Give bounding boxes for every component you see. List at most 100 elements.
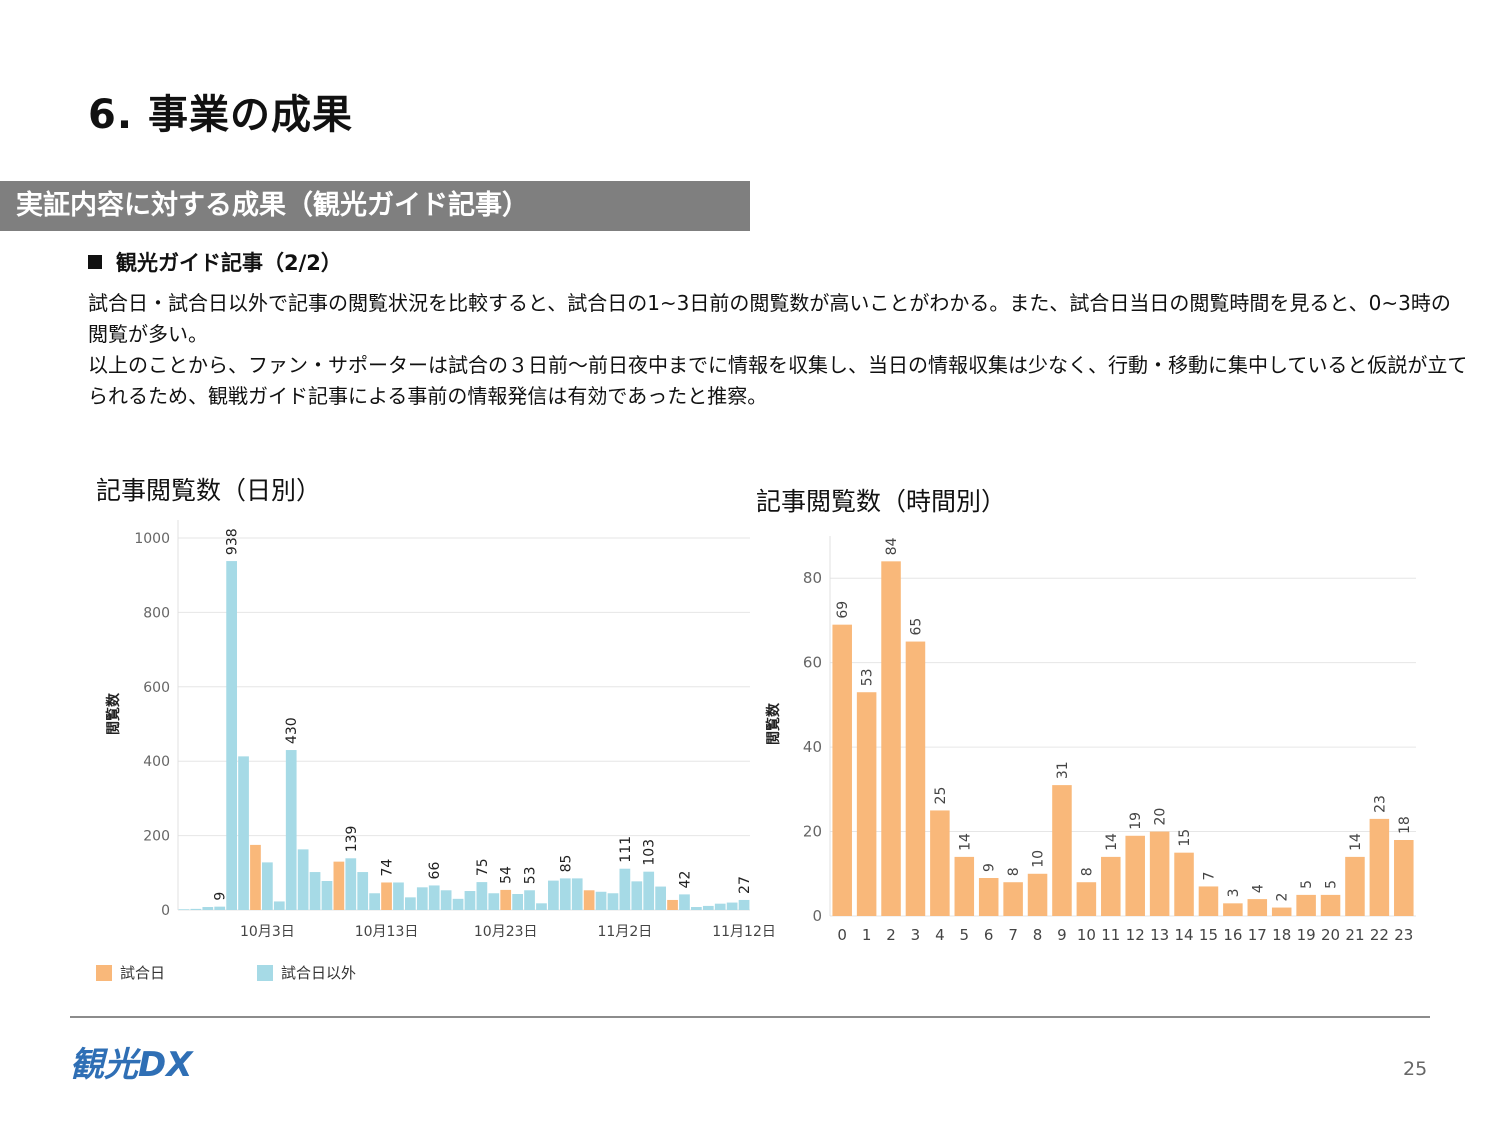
legend-match-swatch — [96, 964, 112, 981]
hourly-x-tick-label: 9 — [1057, 926, 1067, 944]
body-text: 試合日・試合日以外で記事の閲覧状況を比較すると、試合日の1~3日前の閲覧数が高い… — [88, 288, 1468, 412]
daily-data-label: 27 — [737, 876, 753, 894]
subheading: 観光ガイド記事（2/2） — [88, 247, 342, 277]
hourly-x-tick-label: 13 — [1150, 926, 1169, 944]
daily-bar — [238, 756, 249, 910]
daily-bar — [250, 844, 261, 910]
daily-bar — [595, 891, 607, 910]
daily-bar — [405, 897, 416, 910]
daily-bar — [393, 882, 404, 910]
daily-bar — [428, 885, 440, 910]
hourly-bar — [1003, 882, 1023, 916]
hourly-bar — [905, 641, 926, 916]
daily-bar — [500, 889, 512, 910]
body-paragraph: 以上のことから、ファン・サポーターは試合の３日前～前日夜中までに情報を収集し、当… — [88, 353, 1468, 408]
daily-bar — [536, 903, 547, 910]
hourly-bar — [1149, 831, 1170, 916]
daily-x-tick-label: 10月13日 — [355, 924, 419, 940]
daily-data-label: 430 — [284, 717, 300, 744]
daily-bar — [262, 862, 273, 910]
hourly-bar — [954, 856, 975, 916]
daily-y-tick-label: 400 — [143, 754, 170, 770]
hourly-bar — [1198, 886, 1219, 916]
hourly-x-tick-label: 5 — [960, 926, 970, 944]
daily-data-label: 111 — [618, 836, 634, 863]
hourly-y-tick-label: 80 — [803, 569, 822, 587]
hourly-bar — [1174, 852, 1194, 916]
hourly-x-tick-label: 22 — [1370, 926, 1389, 944]
daily-bar — [381, 882, 392, 910]
daily-bar — [190, 908, 202, 910]
hourly-data-label: 69 — [835, 601, 851, 619]
hourly-x-tick-label: 20 — [1321, 926, 1340, 944]
hourly-x-tick-label: 10 — [1077, 926, 1096, 944]
hourly-bar — [1271, 907, 1292, 916]
daily-bar — [619, 868, 631, 910]
daily-bar — [321, 880, 333, 910]
daily-data-label: 74 — [380, 859, 396, 877]
daily-bar — [559, 878, 571, 910]
daily-bar — [333, 861, 345, 910]
hourly-y-tick-label: 0 — [812, 907, 822, 925]
hourly-bar — [1320, 894, 1341, 916]
daily-bar — [583, 890, 595, 910]
hourly-x-tick-label: 17 — [1248, 926, 1267, 944]
hourly-data-label: 65 — [908, 618, 924, 636]
logo-text: 観光DX — [70, 1045, 194, 1085]
hourly-data-label: 9 — [982, 863, 998, 872]
daily-data-label: 75 — [475, 858, 491, 876]
daily-bar — [488, 893, 500, 910]
daily-bar — [285, 750, 297, 910]
hourly-data-label: 5 — [1299, 880, 1315, 889]
hourly-bar — [881, 561, 901, 916]
daily-bar — [214, 906, 226, 910]
hourly-bar — [1369, 818, 1390, 916]
daily-data-label: 139 — [344, 826, 360, 853]
daily-bar — [643, 871, 655, 910]
hourly-x-tick-label: 23 — [1394, 926, 1413, 944]
hourly-x-tick-label: 1 — [862, 926, 872, 944]
hourly-data-label: 18 — [1397, 816, 1413, 834]
daily-bar — [357, 872, 369, 910]
hourly-bar — [1076, 882, 1097, 916]
hourly-data-label: 31 — [1055, 761, 1071, 779]
hourly-x-tick-label: 0 — [837, 926, 847, 944]
kanko-dx-logo: 観光DX — [70, 1045, 194, 1085]
daily-chart-title: 記事閲覧数（日別） — [96, 476, 322, 505]
hourly-data-label: 14 — [957, 833, 973, 851]
daily-bar — [726, 902, 738, 910]
daily-bar — [476, 882, 488, 910]
daily-data-label: 42 — [677, 871, 693, 889]
hourly-y-tick-label: 40 — [803, 738, 822, 756]
square-bullet-icon — [88, 255, 102, 269]
daily-bar — [738, 899, 750, 910]
daily-bar — [679, 894, 690, 910]
daily-data-label: 66 — [427, 862, 443, 880]
daily-bar — [452, 898, 464, 910]
hourly-x-tick-label: 4 — [935, 926, 945, 944]
hourly-x-tick-label: 14 — [1174, 926, 1193, 944]
daily-bar — [524, 890, 535, 910]
hourly-data-label: 15 — [1177, 829, 1193, 847]
hourly-x-tick-label: 8 — [1033, 926, 1043, 944]
daily-bar — [345, 858, 357, 910]
daily-y-axis-label: 閲覧数 — [105, 692, 122, 735]
hourly-data-label: 23 — [1372, 795, 1388, 813]
hourly-data-label: 19 — [1128, 812, 1144, 830]
daily-bar — [226, 561, 237, 910]
hourly-bar — [1394, 840, 1414, 916]
daily-y-tick-label: 1000 — [134, 531, 170, 547]
legend-match: 試合日 — [96, 962, 165, 983]
daily-bar — [631, 881, 643, 910]
hourly-y-axis-label: 閲覧数 — [765, 702, 782, 745]
daily-bar — [369, 893, 380, 910]
daily-bar — [309, 872, 321, 910]
hourly-data-label: 53 — [860, 668, 876, 686]
hourly-y-tick-label: 60 — [803, 654, 822, 672]
daily-y-tick-label: 0 — [161, 903, 170, 919]
hourly-y-tick-label: 20 — [803, 823, 822, 841]
daily-bar — [297, 849, 309, 910]
hourly-bar — [1027, 873, 1048, 916]
